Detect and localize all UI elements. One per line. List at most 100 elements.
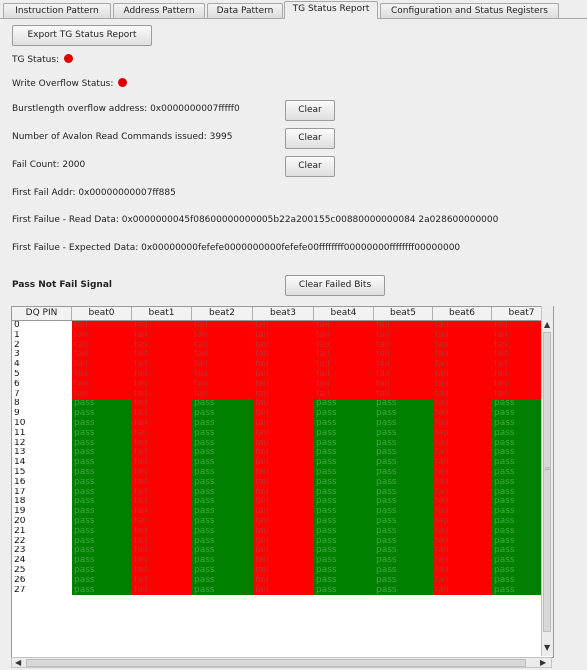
beat-cell: fail [433, 330, 492, 341]
table-row[interactable]: 15 pass fail pass fail pass pass fail pass [12, 467, 552, 478]
table-row[interactable]: 7 fail fail fail fail fail fail fail fail [12, 389, 552, 400]
table-row[interactable]: 27 pass fail pass fail pass pass fail pass [12, 585, 552, 596]
beat-cell: fail [314, 379, 374, 390]
tab-address-pattern[interactable]: Address Pattern [113, 3, 205, 18]
beat-cell: pass [314, 575, 374, 586]
table-row[interactable]: 11 pass fail pass fail pass pass fail pass [12, 428, 552, 439]
dq-pin-cell: 13 [12, 448, 72, 459]
table-row[interactable]: 19 pass fail pass fail pass pass fail pass [12, 507, 552, 517]
beat-cell: pass [192, 399, 253, 410]
table-row[interactable]: 21 pass fail pass fail pass pass fail pass [12, 526, 552, 537]
beat-cell: pass [72, 409, 132, 419]
beat-cell: fail [253, 350, 314, 361]
beat-cell: pass [192, 487, 253, 498]
table-row[interactable]: 20 pass fail pass fail pass pass fail pass [12, 516, 552, 527]
beat-cell: pass [314, 418, 374, 429]
beat-cell: pass [72, 546, 132, 557]
avalon-read-commands: Number of Avalon Read Commands issued: 3… [12, 132, 233, 142]
beat-cell: pass [314, 526, 374, 537]
column-header-beat3[interactable]: beat3 [253, 307, 314, 320]
table-row[interactable]: 0 fail fail fail fail fail fail fail fail [12, 321, 552, 331]
beat-cell: pass [314, 516, 374, 527]
beat-cell: pass [314, 458, 374, 468]
beat-cell: pass [192, 438, 253, 449]
table-row[interactable]: 3 fail fail fail fail fail fail fail fail [12, 350, 552, 361]
table-row[interactable]: 26 pass fail pass fail pass pass fail pass [12, 575, 552, 586]
table-row[interactable]: 24 pass fail pass fail pass pass fail pass [12, 556, 552, 566]
table-row[interactable]: 14 pass fail pass fail pass pass fail pass [12, 458, 552, 468]
beat-cell: pass [492, 448, 552, 459]
beat-cell: fail [253, 360, 314, 370]
beat-cell: pass [374, 585, 433, 596]
column-header-beat4[interactable]: beat4 [314, 307, 374, 320]
horizontal-scrollbar[interactable]: ◀ ▶ [11, 657, 552, 668]
export-tg-status-report-button[interactable]: Export TG Status Report [12, 25, 152, 46]
scroll-right-icon[interactable]: ▶ [540, 658, 547, 667]
column-header-beat5[interactable]: beat5 [374, 307, 433, 320]
beat-cell: pass [72, 585, 132, 596]
scroll-down-icon[interactable]: ▼ [544, 643, 551, 652]
beat-cell: fail [253, 379, 314, 390]
beat-cell: fail [72, 369, 132, 380]
beat-cell: fail [72, 350, 132, 361]
dq-pin-cell: 22 [12, 536, 72, 547]
dq-pin-cell: 15 [12, 467, 72, 478]
table-row[interactable]: 10 pass fail pass fail pass pass fail pass [12, 418, 552, 429]
table-row[interactable]: 2 fail fail fail fail fail fail fail fail [12, 340, 552, 351]
column-header-beat1[interactable]: beat1 [132, 307, 192, 320]
beat-cell: fail [374, 340, 433, 351]
clear-fail-count-button[interactable]: Clear [285, 156, 335, 177]
tab-configuration-status-registers[interactable]: Configuration and Status Registers [380, 3, 559, 18]
vertical-scrollbar[interactable]: ▲ = ▼ [541, 306, 553, 656]
table-row[interactable]: 22 pass fail pass fail pass pass fail pass [12, 536, 552, 547]
horizontal-scroll-thumb[interactable] [26, 659, 526, 667]
beat-cell: pass [192, 585, 253, 596]
table-row[interactable]: 25 pass fail pass fail pass pass fail pass [12, 565, 552, 576]
clear-failed-bits-button[interactable]: Clear Failed Bits [285, 275, 385, 296]
beat-cell: fail [492, 360, 552, 370]
beat-cell: fail [314, 340, 374, 351]
beat-cell: fail [192, 330, 253, 341]
tab-bar: Instruction Pattern Address Pattern Data… [0, 0, 587, 19]
column-header-beat0[interactable]: beat0 [72, 307, 132, 320]
table-row[interactable]: 4 fail fail fail fail fail fail fail fail [12, 360, 552, 370]
beat-cell: fail [433, 399, 492, 410]
table-row[interactable]: 1 fail fail fail fail fail fail fail fail [12, 330, 552, 341]
table-row[interactable]: 12 pass fail pass fail pass pass fail pass [12, 438, 552, 449]
tab-instruction-pattern[interactable]: Instruction Pattern [3, 3, 111, 18]
beat-cell: pass [374, 399, 433, 410]
table-row[interactable]: 13 pass fail pass fail pass pass fail pass [12, 448, 552, 459]
table-row[interactable]: 9 pass fail pass fail pass pass fail pass [12, 409, 552, 419]
scroll-left-icon[interactable]: ◀ [15, 658, 22, 667]
clear-burstlength-button[interactable]: Clear [285, 100, 335, 121]
table-row[interactable]: 17 pass fail pass fail pass pass fail pass [12, 487, 552, 498]
dq-pin-cell: 14 [12, 458, 72, 468]
table-row[interactable]: 6 fail fail fail fail fail fail fail fail [12, 379, 552, 390]
vertical-scroll-thumb[interactable] [543, 332, 551, 632]
column-header-beat2[interactable]: beat2 [192, 307, 253, 320]
clear-avalon-button[interactable]: Clear [285, 128, 335, 149]
beat-cell: fail [433, 350, 492, 361]
table-row[interactable]: 18 pass fail pass fail pass pass fail pass [12, 497, 552, 508]
beat-cell: fail [253, 389, 314, 400]
beat-cell: pass [72, 438, 132, 449]
table-row[interactable]: 8 pass fail pass fail pass pass fail pass [12, 399, 552, 410]
beat-cell: fail [132, 418, 192, 429]
beat-cell: fail [433, 448, 492, 459]
tab-tg-status-report[interactable]: TG Status Report [284, 1, 378, 19]
table-row[interactable]: 23 pass fail pass fail pass pass fail pass [12, 546, 552, 557]
beat-cell: pass [374, 448, 433, 459]
pass-not-fail-table: DQ PIN beat0 beat1 beat2 beat3 beat4 beat5 beat… [11, 306, 554, 658]
column-header-dq-pin[interactable]: DQ PIN [12, 307, 72, 320]
tab-data-pattern[interactable]: Data Pattern [207, 3, 283, 18]
beat-cell: fail [492, 330, 552, 341]
write-overflow-label: Write Overflow Status: [12, 79, 114, 89]
beat-cell: fail [253, 585, 314, 596]
table-row[interactable]: 16 pass fail pass fail pass pass fail pass [12, 477, 552, 488]
beat-cell: fail [253, 507, 314, 517]
scroll-up-icon[interactable]: ▲ [544, 320, 551, 329]
beat-cell: pass [314, 399, 374, 410]
table-row[interactable]: 5 fail fail fail fail fail fail fail fail [12, 369, 552, 380]
column-header-beat6[interactable]: beat6 [433, 307, 492, 320]
beat-cell: pass [374, 516, 433, 527]
